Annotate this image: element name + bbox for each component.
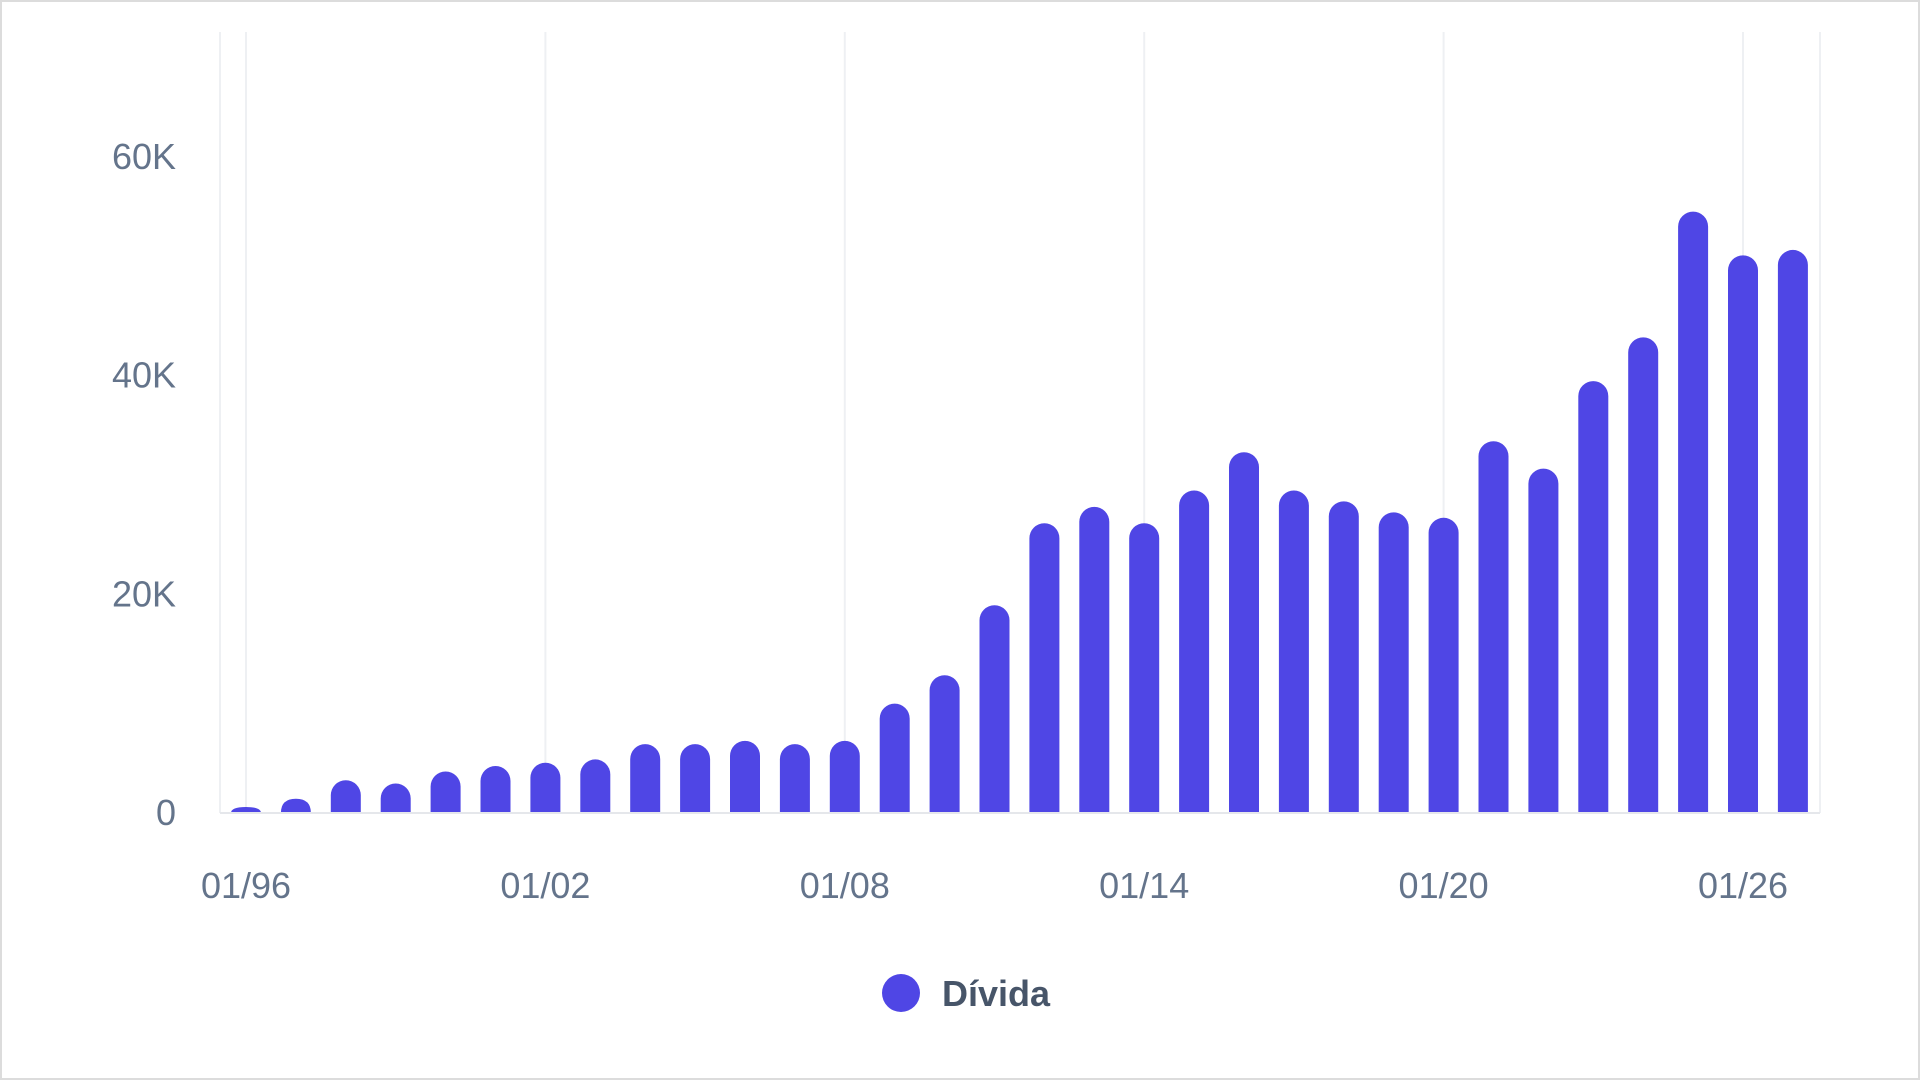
bar-01-00[interactable] — [430, 771, 461, 813]
bar-01-07[interactable] — [779, 744, 810, 813]
bar-01-19[interactable] — [1378, 512, 1409, 813]
bar-01-98[interactable] — [330, 780, 361, 813]
x-tick-label: 01/20 — [1399, 865, 1489, 906]
bar-01-25[interactable] — [1678, 211, 1709, 813]
bar-01-16[interactable] — [1229, 452, 1259, 813]
y-axis-ticks: 0 20K 40K 60K — [112, 136, 176, 833]
x-tick-label: 01/08 — [800, 865, 890, 906]
bar-01-04[interactable] — [630, 744, 661, 813]
legend-marker-divida — [882, 974, 920, 1012]
bar-01-23[interactable] — [1578, 381, 1609, 813]
x-axis-ticks: 01/96 01/02 01/08 01/14 01/20 01/26 — [201, 865, 1788, 906]
bar-01-96[interactable] — [231, 807, 261, 813]
y-tick-label: 20K — [112, 573, 176, 614]
bar-01-03[interactable] — [580, 759, 611, 813]
bar-01-18[interactable] — [1328, 501, 1359, 813]
bar-01-99[interactable] — [380, 783, 411, 813]
bar-01-22[interactable] — [1528, 468, 1559, 813]
bar-01-08[interactable] — [829, 740, 860, 813]
bar-01-97[interactable] — [280, 798, 311, 813]
bar-01-26[interactable] — [1728, 255, 1758, 813]
bar-01-05[interactable] — [680, 744, 711, 813]
bar-01-24[interactable] — [1628, 337, 1659, 813]
bar-01-10[interactable] — [929, 675, 960, 813]
y-tick-label: 40K — [112, 355, 176, 396]
bar-01-27[interactable] — [1777, 249, 1808, 813]
legend-label-divida: Dívida — [942, 973, 1051, 1014]
grid-lines — [219, 32, 1821, 813]
legend[interactable]: Dívida — [882, 973, 1051, 1014]
bar-01-06[interactable] — [730, 740, 760, 813]
bar-01-20[interactable] — [1428, 517, 1459, 813]
bar-01-12[interactable] — [1029, 523, 1060, 813]
x-tick-label: 01/14 — [1099, 865, 1189, 906]
x-tick-label: 01/02 — [500, 865, 590, 906]
bar-01-11[interactable] — [979, 605, 1010, 813]
bars — [231, 211, 1808, 813]
bar-01-14[interactable] — [1129, 523, 1160, 813]
y-tick-label: 60K — [112, 136, 176, 177]
x-tick-label: 01/96 — [201, 865, 291, 906]
bar-01-01[interactable] — [480, 765, 511, 813]
bar-01-21[interactable] — [1478, 441, 1509, 813]
bar-01-13[interactable] — [1079, 506, 1110, 813]
x-tick-label: 01/26 — [1698, 865, 1788, 906]
bar-01-17[interactable] — [1278, 490, 1309, 813]
bar-01-02[interactable] — [530, 762, 561, 813]
bar-01-15[interactable] — [1179, 490, 1210, 813]
bar-01-09[interactable] — [879, 703, 910, 813]
y-tick-label: 0 — [156, 792, 176, 833]
